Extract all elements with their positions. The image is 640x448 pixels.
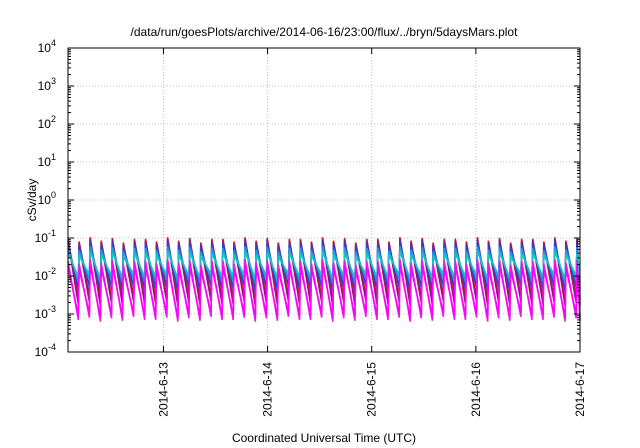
x-tick-label: 2014-6-16 — [469, 362, 483, 417]
x-tick-label: 2014-6-17 — [573, 362, 587, 417]
y-tick-label: 10-3 — [35, 304, 56, 321]
series-layer — [67, 237, 581, 322]
y-tick-base: 10 — [38, 155, 52, 169]
y-tick-exponent: 4 — [51, 38, 56, 48]
y-tick-exponent: 2 — [51, 114, 56, 124]
y-tick-label: 10-4 — [35, 342, 56, 359]
x-axis: 2014-6-13 2014-6-14 2014-6-15 2014-6-16 2014… — [156, 48, 587, 417]
y-tick-label: 101 — [38, 152, 56, 169]
y-tick-label: 104 — [38, 38, 56, 55]
y-tick-exponent: -4 — [48, 342, 56, 352]
y-tick-base: 10 — [35, 307, 49, 321]
y-tick-label: 103 — [38, 76, 56, 93]
y-tick-base: 10 — [38, 41, 52, 55]
y-tick-base: 10 — [35, 269, 49, 283]
x-tick-label: 2014-6-13 — [156, 362, 170, 417]
y-tick-base: 10 — [38, 117, 52, 131]
y-tick-base: 10 — [38, 79, 52, 93]
y-tick-exponent: 1 — [51, 152, 56, 162]
y-tick-label: 10-1 — [35, 228, 56, 245]
y-tick-exponent: 0 — [51, 190, 56, 200]
y-axis-label: cSv/day — [25, 179, 39, 222]
y-tick-label: 102 — [38, 114, 56, 131]
x-axis-label: Coordinated Universal Time (UTC) — [232, 431, 416, 445]
y-tick-base: 10 — [38, 193, 52, 207]
y-tick-exponent: 3 — [51, 76, 56, 86]
y-tick-exponent: -3 — [48, 304, 56, 314]
y-tick-exponent: -1 — [48, 228, 56, 238]
chart-title: /data/run/goesPlots/archive/2014-06-16/2… — [131, 25, 519, 39]
y-tick-exponent: -2 — [48, 266, 56, 276]
y-tick-label: 100 — [38, 190, 56, 207]
x-tick-label: 2014-6-14 — [261, 362, 275, 417]
y-tick-base: 10 — [35, 345, 49, 359]
series-line — [67, 264, 581, 318]
y-tick-base: 10 — [35, 231, 49, 245]
x-tick-label: 2014-6-15 — [365, 362, 379, 417]
y-tick-label: 10-2 — [35, 266, 56, 283]
